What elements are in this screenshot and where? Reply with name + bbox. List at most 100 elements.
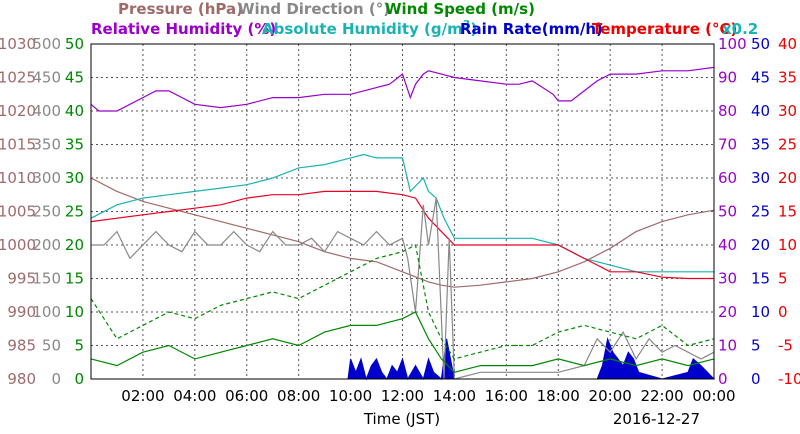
y-tick-label-temperature: 15 bbox=[778, 203, 797, 221]
y-tick-label-pressure: 1020 bbox=[0, 102, 36, 120]
y-tick-label-pressure: 1030 bbox=[0, 35, 36, 53]
y-tick-label-wind-direction: 100 bbox=[32, 303, 61, 321]
series-wind-direction bbox=[91, 198, 715, 380]
y-tick-label-relative-humidity: 50 bbox=[718, 203, 737, 221]
x-tick-label: 14:00 bbox=[433, 387, 476, 405]
y-tick-label-wind-speed: 25 bbox=[65, 203, 84, 221]
y-tick-label-rain-rate: 50 bbox=[751, 35, 770, 53]
y-tick-label-relative-humidity: 20 bbox=[718, 303, 737, 321]
y-tick-label-pressure: 990 bbox=[7, 303, 36, 321]
y-tick-label-pressure: 1025 bbox=[0, 69, 36, 87]
x-tick-label: 04:00 bbox=[173, 387, 216, 405]
y-tick-label-wind-speed: 5 bbox=[74, 337, 84, 355]
x-tick-label: 08:00 bbox=[277, 387, 320, 405]
y-tick-label-temperature: 0 bbox=[778, 303, 788, 321]
title-pressure: Pressure (hPa) bbox=[118, 0, 243, 18]
grid bbox=[91, 44, 714, 379]
y-tick-label-wind-direction: 350 bbox=[32, 136, 61, 154]
rain-series bbox=[91, 337, 716, 381]
y-tick-label-relative-humidity: 80 bbox=[718, 102, 737, 120]
y-tick-label-wind-speed: 50 bbox=[65, 35, 84, 53]
x-tick-label: 02:00 bbox=[121, 387, 164, 405]
y-tick-label-rain-rate: 25 bbox=[751, 203, 770, 221]
y-tick-label-rain-rate: 15 bbox=[751, 270, 770, 288]
y-tick-label-relative-humidity: 60 bbox=[718, 169, 737, 187]
y-tick-label-temperature: -10 bbox=[778, 370, 800, 388]
series-rain-rate bbox=[91, 337, 716, 381]
y-tick-label-relative-humidity: 10 bbox=[718, 337, 737, 355]
title-absolute-humidity: Absolute Humidity (g/m3) bbox=[262, 18, 477, 38]
series-temperature bbox=[90, 190, 714, 280]
y-tick-label-wind-direction: 50 bbox=[42, 337, 61, 355]
y-tick-label-temperature: 40 bbox=[778, 35, 797, 53]
y-tick-label-relative-humidity: 40 bbox=[718, 236, 737, 254]
series-wind-speed bbox=[90, 311, 715, 373]
series-wind-speed-gust bbox=[90, 244, 715, 360]
y-tick-label-wind-speed: 20 bbox=[65, 236, 84, 254]
x-tick-label: 00:00 bbox=[692, 387, 735, 405]
y-tick-label-wind-direction: 300 bbox=[32, 169, 61, 187]
x-tick-label: 22:00 bbox=[640, 387, 683, 405]
y-tick-label-relative-humidity: 90 bbox=[718, 69, 737, 87]
x-axis-label: Time (JST) bbox=[363, 410, 440, 428]
y-tick-label-relative-humidity: 30 bbox=[718, 270, 737, 288]
y-tick-label-rain-rate: 5 bbox=[751, 337, 761, 355]
scale-note: x0.2 bbox=[722, 20, 758, 38]
y-tick-label-pressure: 985 bbox=[7, 337, 36, 355]
plot-frame bbox=[90, 43, 715, 380]
series-relative-humidity bbox=[90, 66, 715, 112]
title-wind-direction: Wind Direction (°) bbox=[238, 0, 390, 18]
title-wind-speed: Wind Speed (m/s) bbox=[385, 0, 535, 18]
y-tick-label-pressure: 1000 bbox=[0, 236, 36, 254]
y-tick-label-relative-humidity: 0 bbox=[718, 370, 728, 388]
y-tick-label-wind-speed: 45 bbox=[65, 69, 84, 87]
title-temperature: Temperature (°C) bbox=[592, 20, 737, 38]
chart-date: 2016-12-27 bbox=[613, 410, 700, 428]
y-tick-label-rain-rate: 35 bbox=[751, 136, 770, 154]
y-tick-label-wind-speed: 0 bbox=[74, 370, 84, 388]
y-tick-label-rain-rate: 45 bbox=[751, 69, 770, 87]
y-tick-label-wind-direction: 150 bbox=[32, 270, 61, 288]
y-tick-label-wind-speed: 10 bbox=[65, 303, 84, 321]
y-tick-label-wind-direction: 0 bbox=[51, 370, 61, 388]
x-tick-label: 20:00 bbox=[589, 387, 632, 405]
y-tick-label-temperature: 5 bbox=[778, 270, 788, 288]
y-tick-label-wind-direction: 450 bbox=[32, 69, 61, 87]
y-tick-label-rain-rate: 30 bbox=[751, 169, 770, 187]
y-tick-label-temperature: 20 bbox=[778, 169, 797, 187]
y-tick-label-temperature: 35 bbox=[778, 69, 797, 87]
y-tick-label-wind-speed: 35 bbox=[65, 136, 84, 154]
title-rain-rate: Rain Rate(mm/h) bbox=[460, 20, 603, 38]
axis-labels: 1030102510201015101010051000995990985980… bbox=[0, 35, 800, 405]
x-tick-label: 10:00 bbox=[329, 387, 372, 405]
x-tick-label: 06:00 bbox=[225, 387, 268, 405]
y-tick-label-rain-rate: 0 bbox=[751, 370, 761, 388]
y-tick-label-wind-speed: 40 bbox=[65, 102, 84, 120]
y-tick-label-pressure: 1015 bbox=[0, 136, 36, 154]
y-tick-label-wind-direction: 200 bbox=[32, 236, 61, 254]
y-tick-label-relative-humidity: 100 bbox=[718, 35, 747, 53]
y-tick-label-rain-rate: 40 bbox=[751, 102, 770, 120]
y-tick-label-rain-rate: 10 bbox=[751, 303, 770, 321]
y-tick-label-pressure: 1005 bbox=[0, 203, 36, 221]
y-tick-label-wind-speed: 30 bbox=[65, 169, 84, 187]
x-tick-label: 16:00 bbox=[485, 387, 528, 405]
y-tick-label-temperature: 30 bbox=[778, 102, 797, 120]
y-tick-label-pressure: 980 bbox=[7, 370, 36, 388]
y-tick-label-rain-rate: 20 bbox=[751, 236, 770, 254]
series-pressure bbox=[90, 177, 715, 288]
y-tick-label-pressure: 1010 bbox=[0, 169, 36, 187]
y-tick-label-temperature: 10 bbox=[778, 236, 797, 254]
y-tick-label-wind-direction: 500 bbox=[32, 35, 61, 53]
x-tick-label: 18:00 bbox=[537, 387, 580, 405]
title-relative-humidity: Relative Humidity (%) bbox=[91, 20, 276, 38]
y-tick-label-wind-direction: 400 bbox=[32, 102, 61, 120]
y-tick-label-wind-speed: 15 bbox=[65, 270, 84, 288]
y-tick-label-temperature: 25 bbox=[778, 136, 797, 154]
x-tick-label: 12:00 bbox=[381, 387, 424, 405]
y-tick-label-temperature: -5 bbox=[778, 337, 793, 355]
y-tick-label-pressure: 995 bbox=[7, 270, 36, 288]
line-series bbox=[90, 66, 715, 380]
y-tick-label-relative-humidity: 70 bbox=[718, 136, 737, 154]
